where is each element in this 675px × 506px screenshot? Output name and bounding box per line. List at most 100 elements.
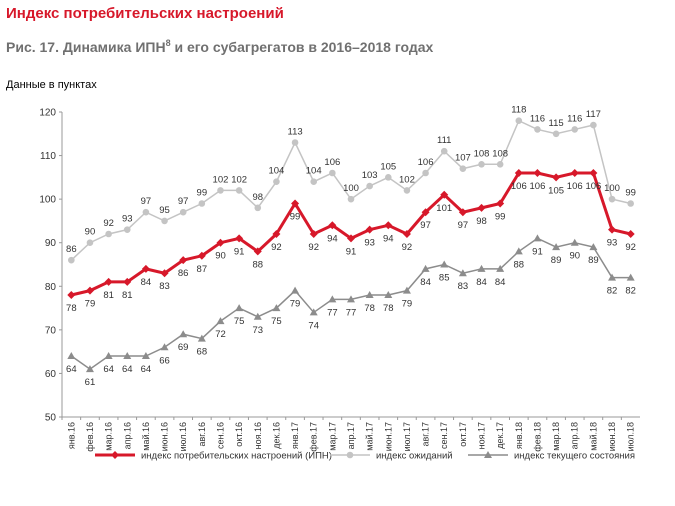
y-tick-label: 90	[45, 238, 57, 249]
point	[459, 165, 467, 172]
data-label: 61	[85, 377, 96, 388]
data-label: 104	[268, 166, 284, 177]
data-label: 105	[380, 161, 396, 172]
point	[160, 343, 169, 351]
point	[533, 169, 542, 177]
x-tick-label: сен.16	[215, 422, 225, 449]
data-label: 66	[159, 355, 170, 366]
point	[291, 199, 300, 208]
x-tick-label: апр.16	[122, 422, 132, 449]
point	[347, 234, 355, 243]
point	[477, 264, 486, 272]
point	[291, 286, 300, 294]
data-label: 83	[159, 281, 170, 292]
point	[403, 187, 411, 194]
point	[272, 304, 281, 312]
y-tick-label: 110	[40, 151, 56, 162]
data-label: 93	[607, 238, 618, 249]
point	[179, 256, 188, 265]
data-label: 78	[383, 303, 394, 314]
data-label: 106	[585, 181, 601, 192]
y-tick-label: 70	[45, 325, 57, 336]
x-tick-label: июн.16	[160, 422, 170, 451]
data-label: 91	[532, 246, 543, 257]
data-label: 99	[495, 212, 506, 223]
data-label: 78	[364, 303, 375, 314]
data-label: 68	[197, 347, 208, 358]
point	[626, 230, 635, 238]
data-label: 92	[402, 242, 413, 253]
point	[552, 243, 561, 251]
data-label: 64	[122, 364, 133, 375]
point	[123, 352, 132, 359]
data-label: 91	[346, 246, 357, 257]
point	[328, 295, 337, 303]
data-label: 90	[569, 251, 580, 262]
point	[160, 269, 169, 278]
point	[384, 221, 393, 230]
point	[235, 304, 244, 312]
point	[105, 230, 112, 238]
x-tick-label: ноя.17	[477, 422, 487, 449]
point	[422, 169, 429, 177]
data-label: 82	[607, 286, 618, 297]
chart-subtitle: Рис. 17. Динамика ИПН8 и его субагрегато…	[6, 38, 434, 55]
data-label: 92	[271, 242, 282, 253]
data-label: 100	[604, 183, 620, 194]
y-tick-label: 80	[45, 282, 57, 293]
data-label: 99	[290, 212, 301, 223]
series-line	[70, 237, 631, 370]
point	[421, 208, 430, 217]
x-tick-label: сен.17	[439, 422, 449, 449]
legend-marker	[111, 451, 119, 459]
legend-label: индекс текущего состояния	[514, 451, 635, 462]
x-tick-label: фев.17	[309, 422, 319, 452]
data-label: 92	[103, 218, 114, 229]
point	[142, 208, 150, 216]
point	[253, 312, 262, 320]
point	[590, 121, 597, 129]
y-tick-label: 60	[45, 369, 57, 380]
point	[570, 238, 579, 246]
data-label: 73	[252, 325, 263, 336]
data-label: 82	[625, 286, 636, 297]
point	[384, 291, 393, 298]
point	[67, 352, 76, 359]
data-label: 92	[625, 242, 636, 253]
x-tick-label: авг.17	[421, 422, 431, 446]
data-label: 86	[66, 244, 77, 255]
x-tick-label: янв.18	[514, 422, 524, 449]
data-label: 106	[567, 181, 583, 192]
data-label: 116	[530, 113, 545, 124]
point	[329, 169, 336, 177]
x-tick-label: дек.17	[495, 422, 505, 449]
point	[440, 260, 449, 268]
point	[514, 169, 523, 177]
x-tick-label: июл.18	[626, 422, 636, 451]
data-label: 111	[437, 135, 451, 146]
data-label: 115	[549, 118, 564, 129]
point	[570, 169, 579, 177]
data-label: 99	[197, 188, 208, 199]
data-label: 105	[548, 185, 564, 196]
y-tick-label: 100	[39, 195, 56, 206]
x-tick-label: май.16	[141, 422, 151, 451]
data-label: 101	[436, 203, 452, 214]
data-label: 79	[402, 299, 413, 310]
point	[197, 251, 206, 260]
data-label: 87	[197, 264, 208, 275]
point	[104, 277, 113, 286]
point	[496, 264, 505, 272]
point	[104, 352, 113, 359]
y-tick-label: 120	[39, 108, 56, 119]
point	[273, 178, 280, 186]
data-label: 64	[141, 364, 152, 375]
x-tick-label: янв.16	[66, 422, 76, 449]
data-label: 90	[85, 227, 96, 238]
data-label: 118	[511, 105, 526, 116]
data-label: 89	[551, 255, 562, 266]
data-label: 86	[178, 268, 189, 279]
data-label: 98	[252, 192, 263, 203]
point	[235, 234, 244, 243]
point	[309, 230, 318, 238]
